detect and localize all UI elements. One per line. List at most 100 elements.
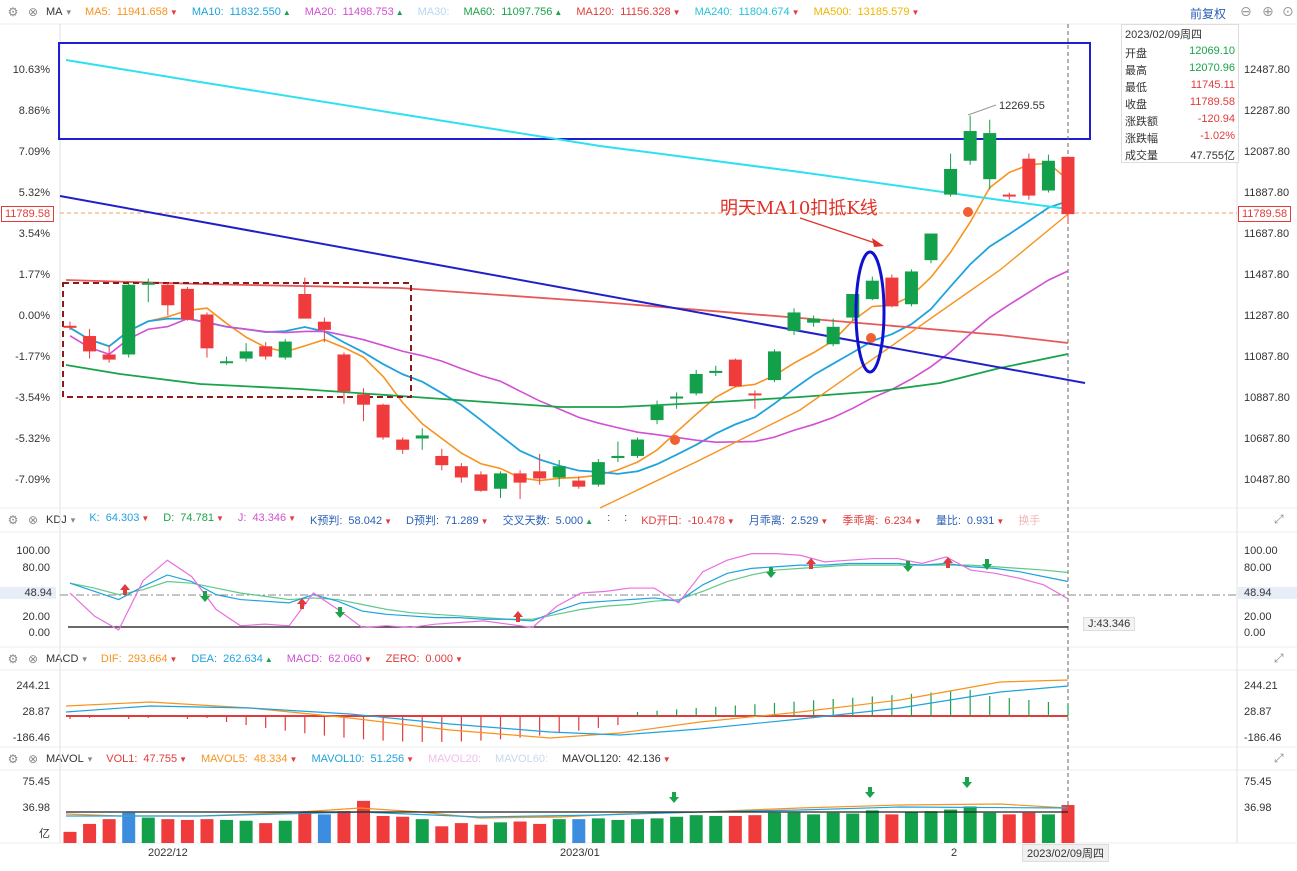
volume-bar xyxy=(591,818,605,843)
arrow-down-icon xyxy=(962,777,972,788)
info-value: -1.02% xyxy=(1200,130,1235,142)
close-icon[interactable]: ⊗ xyxy=(27,752,39,766)
info-row: 开盘 12069.10 xyxy=(1122,43,1238,60)
ma-header: ⚙ ⊗ MA ▾ MA5: 11941.658 ▼ MA10: 11832.550 ▲ MA… xyxy=(0,0,920,24)
zoom-out-icon[interactable]: ⊖ xyxy=(1240,3,1252,19)
header-item-label: MA60: xyxy=(463,6,496,18)
header-item-label: MAVOL60: xyxy=(495,753,549,765)
settings-icon[interactable]: ⚙ xyxy=(7,5,19,19)
candle-body xyxy=(239,351,253,359)
candle-body xyxy=(180,288,194,320)
expand-icon[interactable]: ⤢ xyxy=(1274,751,1284,765)
header-item-label: MAVOL120: xyxy=(562,753,622,765)
arrow-down-icon: ▼ xyxy=(791,8,800,17)
close-icon[interactable]: ⊗ xyxy=(27,5,39,19)
header-item: MA240: 11804.674 ▼ xyxy=(695,6,800,18)
volume-bar xyxy=(337,811,351,843)
candle-body xyxy=(220,361,234,364)
chevron-down-icon[interactable]: ▾ xyxy=(70,514,76,525)
arrow-down-icon: ▼ xyxy=(384,517,392,526)
candle-body xyxy=(767,351,781,381)
axis-label: 3.54% xyxy=(18,228,50,240)
volume-bar xyxy=(357,800,371,843)
arrow-down-icon: ▼ xyxy=(288,514,297,523)
settings-icon[interactable]: ⚙ xyxy=(7,752,19,766)
header-item: MAVOL120: 42.136 ▼ xyxy=(562,753,671,765)
current-price-left: 11789.58 xyxy=(1,206,55,222)
axis-label: 244.21 xyxy=(1244,680,1278,692)
j-value-tag: J:43.346 xyxy=(1083,617,1136,631)
header-item-label: 月乖离: xyxy=(748,515,785,527)
close-icon[interactable]: ⊗ xyxy=(27,513,39,527)
axis-label: 12487.80 xyxy=(1244,64,1290,76)
kdj-level-left: 48.94 xyxy=(0,587,56,599)
header-item-value: 5.000 xyxy=(555,515,584,527)
header-item-value: 58.042 xyxy=(348,515,383,527)
candle-body xyxy=(787,312,801,331)
adjust-mode-button[interactable]: 前复权 xyxy=(1190,7,1227,21)
header-item-label: MAVOL20: xyxy=(428,753,482,765)
axis-label: 36.98 xyxy=(1244,802,1272,814)
candle-body xyxy=(161,284,175,306)
ma10-line xyxy=(69,200,1069,475)
header-item: D预判: 71.289 ▼ xyxy=(406,512,489,528)
expand-icon[interactable]: ⤢ xyxy=(1274,512,1284,526)
header-item: ZERO: 0.000 ▼ xyxy=(386,653,463,665)
candle-body xyxy=(259,346,273,357)
candle-body xyxy=(944,168,958,195)
indicator-name: MAVOL xyxy=(46,753,84,765)
volume-bar xyxy=(474,824,488,843)
header-item: 换手 xyxy=(1018,512,1040,528)
candle-body xyxy=(337,354,351,392)
header-item-value: 62.060 xyxy=(328,653,362,665)
axis-label: -186.46 xyxy=(12,732,50,744)
axis-label: 10.63% xyxy=(12,64,50,76)
ma-items: MA5: 11941.658 ▼ MA10: 11832.550 ▲ MA20: 11498.… xyxy=(71,6,919,18)
arrow-down-icon: ▼ xyxy=(289,755,298,764)
header-item-value: 11156.328 xyxy=(620,6,671,18)
arrow-up-icon: ▲ xyxy=(282,8,291,17)
candle-body xyxy=(807,318,821,323)
close-icon[interactable]: ⊗ xyxy=(27,652,39,666)
header-item-value: 64.303 xyxy=(105,512,140,524)
volume-bar xyxy=(141,817,155,843)
x-label-jan: 2023/01 xyxy=(560,847,600,859)
candle-body xyxy=(102,354,116,360)
reset-icon[interactable]: ⊙ xyxy=(1282,3,1294,19)
dif-line xyxy=(65,679,1069,739)
axis-label: 75.45 xyxy=(1244,776,1272,788)
arrow-up-icon: ▲ xyxy=(585,517,594,526)
header-item-value: 43.346 xyxy=(252,512,287,524)
chevron-down-icon[interactable]: ▾ xyxy=(82,653,87,664)
arrow-down-icon: ▼ xyxy=(726,517,735,526)
volume-bar xyxy=(63,831,77,843)
header-item-value: 51.256 xyxy=(370,753,405,765)
axis-label: 11287.80 xyxy=(1244,310,1290,322)
header-item-value: 0.931 xyxy=(966,515,995,527)
chevron-down-icon[interactable]: ▾ xyxy=(66,6,72,17)
consolidation-box xyxy=(62,282,412,398)
volume-bar xyxy=(826,812,840,843)
info-label: 最低 xyxy=(1125,82,1147,94)
header-item: MAVOL20: xyxy=(428,753,481,765)
settings-icon[interactable]: ⚙ xyxy=(7,652,19,666)
candle-body xyxy=(670,396,684,399)
arrow-down-icon: ▼ xyxy=(820,517,829,526)
axis-label: 12087.80 xyxy=(1244,146,1290,158)
header-item-label: D: xyxy=(163,512,175,524)
header-item-value: 47.755 xyxy=(143,753,178,765)
header-item: MA500: 13185.579 ▼ xyxy=(814,6,920,18)
header-item: MAVOL5: 48.334 ▼ xyxy=(201,753,297,765)
settings-icon[interactable]: ⚙ xyxy=(7,513,19,527)
expand-icon[interactable]: ⤢ xyxy=(1274,651,1284,665)
zoom-in-icon[interactable]: ⊕ xyxy=(1262,3,1274,19)
high-marker-label: 12269.55 xyxy=(999,100,1045,112)
chevron-down-icon[interactable]: ▾ xyxy=(87,753,93,764)
header-item: K预判: 58.042 ▼ xyxy=(310,512,392,528)
header-item-value: 293.664 xyxy=(127,653,168,665)
d-line xyxy=(69,564,1069,620)
volume-bar xyxy=(415,819,429,843)
volume-bar xyxy=(239,820,253,843)
header-item-value: 11804.674 xyxy=(738,6,790,18)
